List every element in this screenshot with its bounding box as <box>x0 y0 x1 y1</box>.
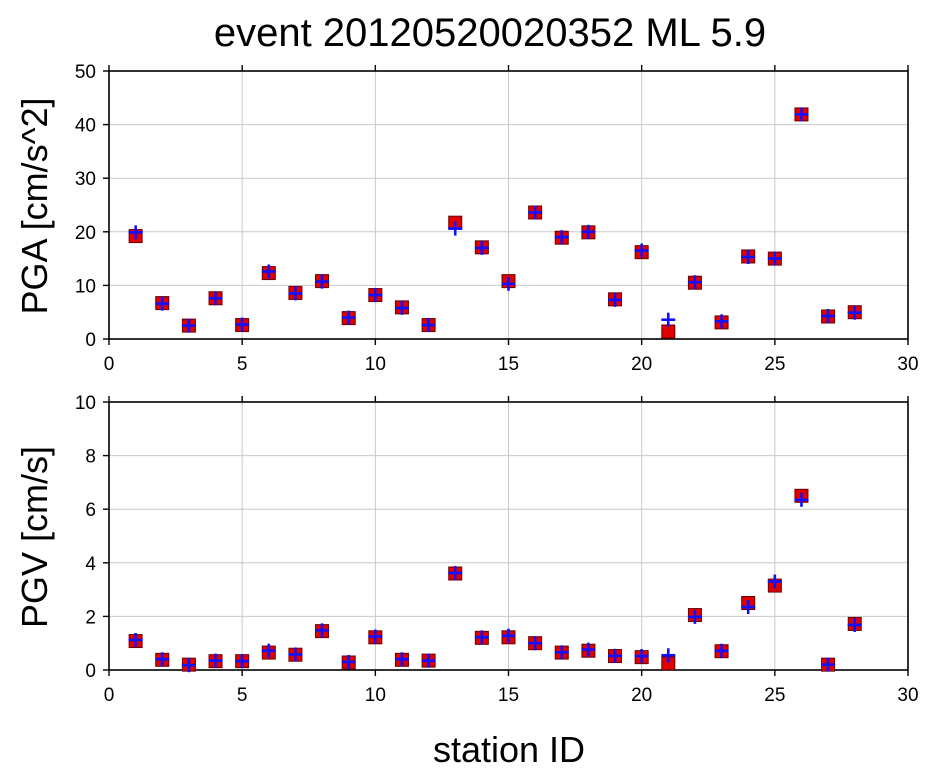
pga-predicted-point <box>634 243 649 258</box>
pga-x-tick-label: 20 <box>631 354 652 375</box>
pga-predicted-point <box>501 276 516 291</box>
pgv-panel: PGV [cm/s] 0 5 10 15 20 25 30 0 2 4 6 8 10 <box>14 393 919 706</box>
pga-predicted-point <box>128 225 143 240</box>
pgv-predicted-point <box>341 654 356 669</box>
pgv-predicted-point <box>208 653 223 668</box>
pgv-y-tick-label: 0 <box>85 661 96 682</box>
pga-y-tick-label: 0 <box>85 330 96 351</box>
pgv-predicted-point <box>235 654 250 669</box>
pga-predicted-point <box>767 251 782 266</box>
pga-predicted-point <box>821 308 836 323</box>
pgv-x-tick-label: 25 <box>764 685 785 706</box>
pgv-predicted-point <box>634 649 649 664</box>
pgv-predicted-point <box>128 632 143 647</box>
pga-predicted-point <box>847 305 862 320</box>
pga-x-tick-label: 0 <box>104 354 115 375</box>
pgv-y-tick-label: 4 <box>85 554 96 575</box>
pga-predicted-point <box>341 310 356 325</box>
pga-predicted-point <box>714 314 729 329</box>
pga-predicted-point <box>181 318 196 333</box>
pgv-predicted-point <box>661 648 676 663</box>
pgv-x-tick-label: 30 <box>897 685 918 706</box>
pga-predicted-point <box>155 296 170 311</box>
pgv-predicted-point <box>261 643 276 658</box>
pgv-predicted-point <box>501 628 516 643</box>
x-axis-label: station ID <box>433 729 585 770</box>
pga-y-tick-label: 30 <box>75 169 96 190</box>
pga-predicted-point <box>448 221 463 236</box>
pgv-predicted-point <box>528 636 543 651</box>
pga-predicted-point <box>394 300 409 315</box>
pga-x-tick-label: 25 <box>764 354 785 375</box>
chart-title: event 20120520020352 ML 5.9 <box>214 11 766 55</box>
pga-predicted-point <box>661 312 676 327</box>
pga-predicted-point <box>208 291 223 306</box>
pga-predicted-point <box>421 318 436 333</box>
pga-predicted-point <box>368 288 383 303</box>
pgv-y-tick-label: 6 <box>85 500 96 521</box>
pgv-y-tick-label: 2 <box>85 607 96 628</box>
pga-y-axis-label: PGA [cm/s^2] <box>14 98 55 315</box>
pgv-predicted-point <box>155 652 170 667</box>
pga-x-tick-label: 30 <box>897 354 918 375</box>
pgv-x-tick-label: 0 <box>104 685 115 706</box>
pga-predicted-point <box>581 224 596 239</box>
pga-predicted-point <box>315 274 330 289</box>
pgv-predicted-point <box>474 630 489 645</box>
pgv-predicted-point <box>687 609 702 624</box>
pga-predicted-point <box>687 275 702 290</box>
pgv-predicted-point <box>368 629 383 644</box>
pgv-y-tick-label: 10 <box>75 393 96 414</box>
pgv-predicted-point <box>421 653 436 668</box>
pga-predicted-point <box>554 230 569 245</box>
pga-predicted-point <box>608 292 623 307</box>
pgv-predicted-point <box>767 574 782 589</box>
pgv-predicted-point <box>794 492 809 507</box>
pga-y-tick-label: 20 <box>75 223 96 244</box>
pga-predicted-point <box>288 286 303 301</box>
pgv-predicted-point <box>608 648 623 663</box>
pgv-predicted-point <box>847 617 862 632</box>
pga-x-tick-label: 5 <box>237 354 248 375</box>
pgv-predicted-point <box>315 623 330 638</box>
pgv-y-axis-label: PGV [cm/s] <box>14 446 55 628</box>
pgv-predicted-point <box>288 647 303 662</box>
pgv-x-tick-label: 5 <box>237 685 248 706</box>
pga-predicted-point <box>528 205 543 220</box>
pga-panel: PGA [cm/s^2] 0 5 10 15 20 25 30 0 10 20 30 40 50 <box>14 62 919 375</box>
pgv-predicted-point <box>821 657 836 672</box>
pgv-x-tick-label: 20 <box>631 685 652 706</box>
pga-predicted-point <box>474 240 489 255</box>
pga-y-tick-label: 10 <box>75 276 96 297</box>
pgv-predicted-point <box>448 565 463 580</box>
pga-observed-point <box>661 324 676 339</box>
pga-predicted-point <box>741 249 756 264</box>
pgv-x-tick-label: 10 <box>365 685 386 706</box>
pgv-predicted-point <box>741 600 756 615</box>
pgv-predicted-point <box>181 658 196 673</box>
pga-predicted-point <box>261 264 276 279</box>
pgv-predicted-point <box>714 643 729 658</box>
pga-y-tick-label: 50 <box>75 62 96 83</box>
pgv-predicted-point <box>394 652 409 667</box>
pgv-predicted-point <box>554 645 569 660</box>
pgv-x-tick-label: 15 <box>498 685 519 706</box>
pga-x-tick-label: 15 <box>498 354 519 375</box>
pga-predicted-point <box>235 317 250 332</box>
pgv-predicted-point <box>581 642 596 657</box>
pga-x-tick-label: 10 <box>365 354 386 375</box>
pga-y-tick-label: 40 <box>75 116 96 137</box>
pga-predicted-point <box>794 107 809 122</box>
pgv-y-tick-label: 8 <box>85 447 96 468</box>
